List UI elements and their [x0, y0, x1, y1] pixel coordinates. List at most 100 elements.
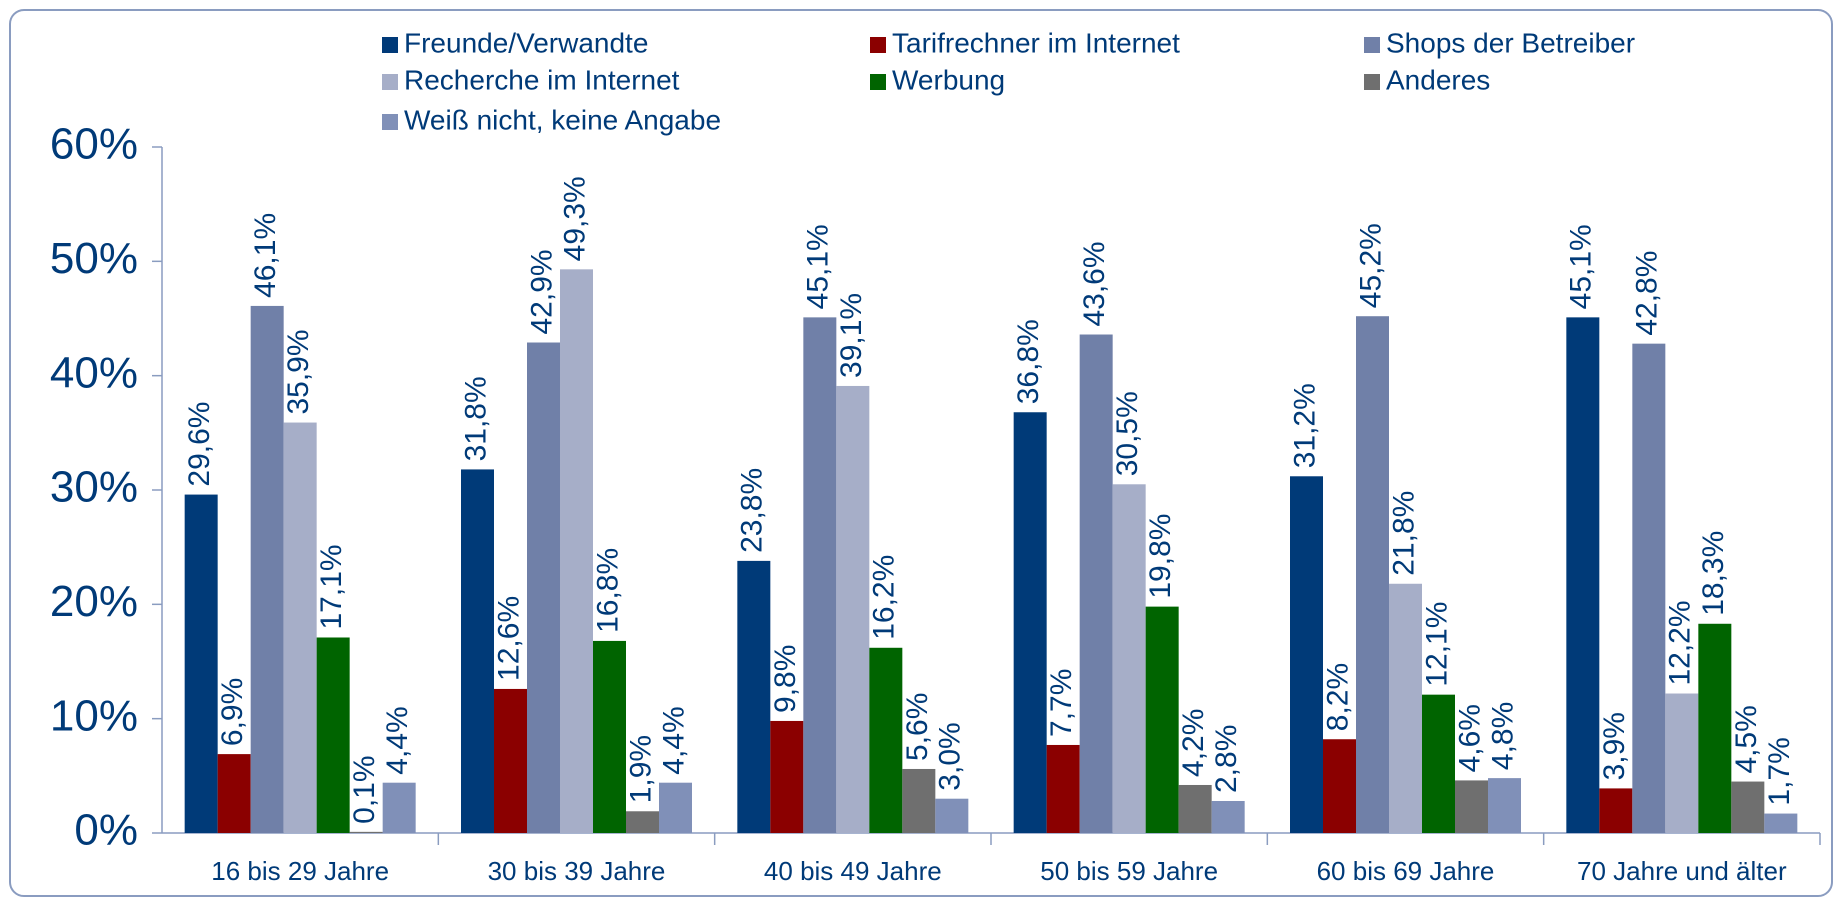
bar [1145, 606, 1179, 833]
bar [770, 720, 804, 833]
value-label: 1,7% [1763, 737, 1796, 805]
value-label: 5,6% [901, 693, 934, 761]
value-label: 49,3% [558, 176, 591, 261]
value-label: 30,5% [1111, 391, 1144, 476]
value-label: 7,7% [1045, 669, 1078, 737]
legend-label: Tarifrechner im Internet [892, 27, 1180, 58]
bar [494, 688, 527, 833]
value-label: 35,9% [282, 329, 315, 414]
legend-label: Anderes [1386, 64, 1490, 95]
bar [902, 768, 936, 833]
value-label: 12,1% [1420, 602, 1453, 687]
bar [1079, 334, 1113, 833]
value-label: 4,2% [1177, 709, 1210, 777]
value-label: 23,8% [736, 468, 769, 553]
value-label: 16,2% [868, 555, 901, 640]
bar [1422, 694, 1455, 833]
bar [560, 269, 593, 833]
y-tick-label: 40% [50, 348, 138, 397]
value-label: 12,2% [1664, 600, 1697, 685]
value-label: 17,1% [315, 544, 348, 629]
bar [316, 637, 350, 833]
value-label: 31,8% [459, 376, 492, 461]
value-label: 39,1% [835, 293, 868, 378]
value-label: 29,6% [183, 401, 216, 486]
bar [1356, 316, 1389, 833]
value-label: 9,8% [769, 645, 802, 713]
legend-label: Freunde/Verwandte [404, 27, 648, 58]
value-label: 2,8% [1210, 725, 1243, 793]
value-label: 42,9% [525, 249, 558, 334]
bar [1389, 583, 1422, 833]
value-label: 12,6% [492, 596, 525, 681]
bar [1566, 317, 1600, 833]
legend-label: Shops der Betreiber [1386, 27, 1635, 58]
value-label: 8,2% [1321, 663, 1354, 731]
bar [869, 647, 903, 833]
legend-swatch [1364, 74, 1380, 90]
legend-swatch [382, 114, 398, 130]
value-label: 4,4% [657, 706, 690, 774]
legend-swatch [382, 74, 398, 90]
value-label: 18,3% [1697, 531, 1730, 616]
y-tick-label: 50% [50, 234, 138, 283]
bar [803, 317, 837, 833]
bar [1488, 778, 1521, 833]
legend-swatch [870, 37, 886, 53]
value-label: 4,5% [1730, 705, 1763, 773]
y-tick-label: 30% [50, 463, 138, 512]
bar [1112, 484, 1146, 833]
x-tick-label: 16 bis 29 Jahre [211, 856, 389, 886]
bar [349, 831, 383, 833]
value-label: 45,2% [1354, 223, 1387, 308]
value-label: 1,9% [624, 735, 657, 803]
value-label: 45,1% [802, 224, 835, 309]
value-label: 3,9% [1598, 712, 1631, 780]
y-tick-label: 20% [50, 577, 138, 626]
bar [1665, 693, 1699, 833]
bar [1632, 343, 1666, 833]
value-label: 19,8% [1144, 514, 1177, 599]
bar [1764, 813, 1798, 833]
value-label: 21,8% [1387, 491, 1420, 576]
bar [659, 782, 692, 833]
value-label: 4,8% [1486, 702, 1519, 770]
bar [217, 754, 251, 833]
value-label: 36,8% [1012, 319, 1045, 404]
bar [527, 342, 560, 833]
legend-swatch [870, 74, 886, 90]
value-label: 31,2% [1288, 383, 1321, 468]
bar [184, 494, 218, 833]
bar [1046, 744, 1080, 833]
x-tick-label: 30 bis 39 Jahre [488, 856, 666, 886]
x-tick-label: 60 bis 69 Jahre [1317, 856, 1495, 886]
bar [1178, 784, 1212, 833]
bar [461, 469, 494, 833]
value-label: 45,1% [1565, 224, 1598, 309]
bar [737, 560, 771, 833]
value-label: 4,4% [381, 706, 414, 774]
value-label: 43,6% [1078, 241, 1111, 326]
bar [1599, 788, 1633, 833]
bar [836, 385, 870, 833]
value-label: 4,6% [1453, 704, 1486, 772]
y-tick-label: 10% [50, 691, 138, 740]
bar [1455, 780, 1488, 833]
x-tick-label: 40 bis 49 Jahre [764, 856, 942, 886]
bar [1731, 781, 1765, 833]
y-tick-label: 60% [50, 120, 138, 169]
bar [1013, 412, 1047, 833]
bar [382, 782, 416, 833]
value-label: 0,1% [348, 755, 381, 823]
legend-label: Recherche im Internet [404, 64, 680, 95]
bar [1290, 476, 1323, 833]
x-tick-label: 70 Jahre und älter [1577, 856, 1787, 886]
value-label: 16,8% [591, 548, 624, 633]
bar [1323, 739, 1356, 833]
bar [593, 640, 626, 833]
value-label: 42,8% [1631, 251, 1664, 336]
legend-label: Weiß nicht, keine Angabe [404, 104, 721, 135]
legend-label: Werbung [892, 64, 1005, 95]
bar [250, 305, 284, 833]
